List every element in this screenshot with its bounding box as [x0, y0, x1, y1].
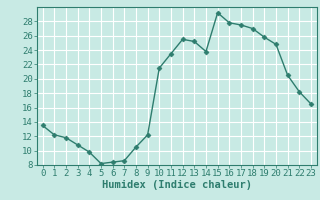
X-axis label: Humidex (Indice chaleur): Humidex (Indice chaleur) [102, 180, 252, 190]
